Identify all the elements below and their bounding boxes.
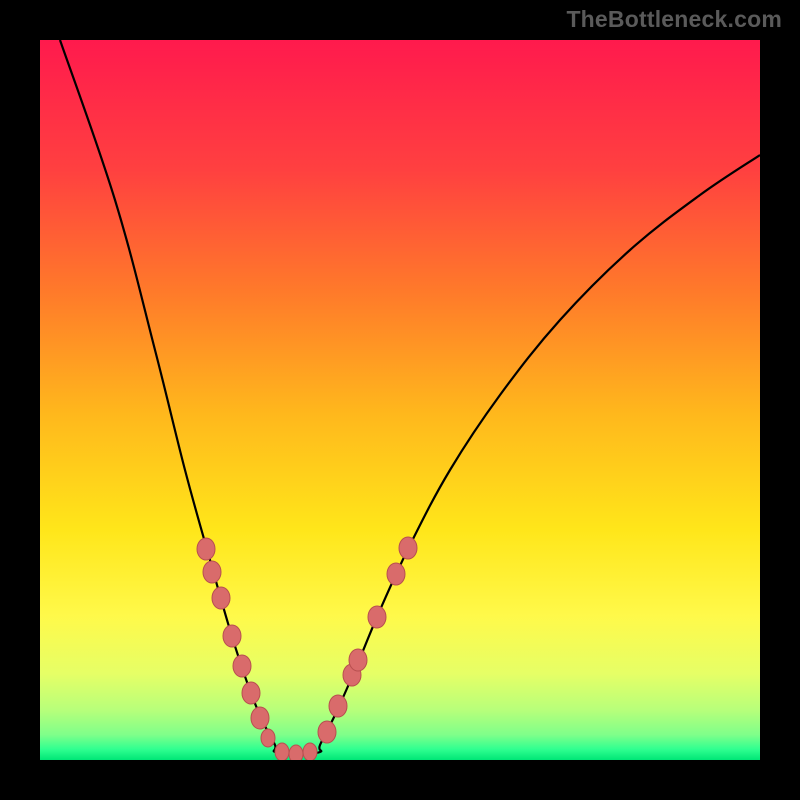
curve-marker bbox=[242, 682, 260, 704]
curve-marker bbox=[318, 721, 336, 743]
curve-marker bbox=[399, 537, 417, 559]
curve-marker bbox=[223, 625, 241, 647]
curve-marker bbox=[261, 729, 275, 747]
curve-marker bbox=[387, 563, 405, 585]
curve-marker bbox=[368, 606, 386, 628]
curve-marker bbox=[233, 655, 251, 677]
curve-marker bbox=[197, 538, 215, 560]
watermark-text: TheBottleneck.com bbox=[566, 6, 782, 33]
curve-marker bbox=[349, 649, 367, 671]
curve-marker bbox=[203, 561, 221, 583]
chart-canvas bbox=[0, 0, 800, 800]
curve-marker bbox=[329, 695, 347, 717]
curve-marker bbox=[303, 743, 317, 761]
curve-marker bbox=[251, 707, 269, 729]
plot-area bbox=[40, 40, 760, 760]
curve-marker bbox=[275, 743, 289, 761]
curve-marker bbox=[212, 587, 230, 609]
